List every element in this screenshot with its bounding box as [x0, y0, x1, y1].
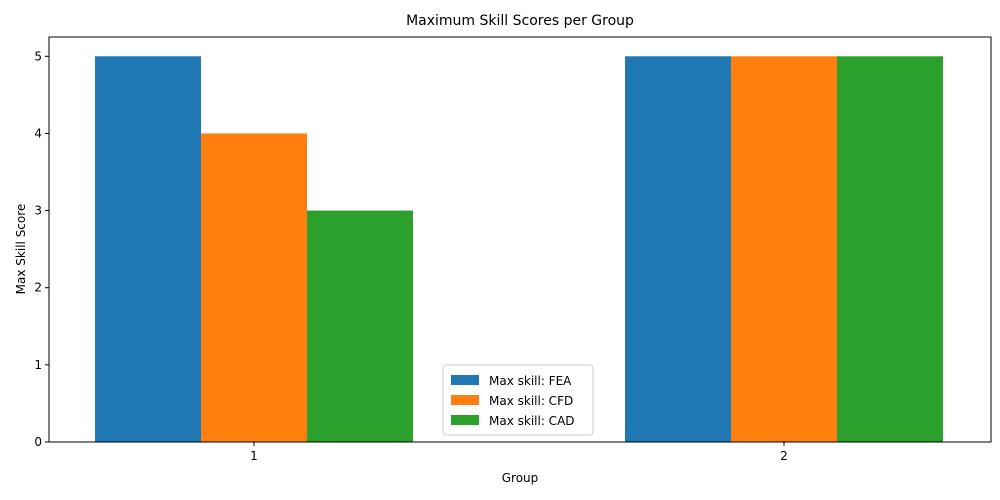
- legend-swatch: [451, 395, 479, 405]
- y-tick-label: 0: [34, 435, 42, 449]
- legend-entry-label: Max skill: CFD: [489, 394, 573, 408]
- x-tick-label: 2: [780, 449, 788, 463]
- legend-entry-label: Max skill: CAD: [489, 414, 575, 428]
- bar-max-skill-fea-group-2: [625, 56, 731, 443]
- legend-swatch: [451, 415, 479, 425]
- y-axis-ticks: 0 1 2 3 4 5: [34, 49, 49, 449]
- plot-frame: [48, 36, 992, 443]
- y-axis-label: Max Skill Score: [14, 204, 28, 295]
- y-tick-label: 3: [34, 204, 42, 218]
- y-tick-label: 5: [34, 49, 42, 63]
- bar-max-skill-cfd-group-1: [201, 133, 307, 442]
- axes: [48, 36, 992, 443]
- x-tick-label: 1: [250, 449, 258, 463]
- y-tick-label: 2: [34, 281, 42, 295]
- bar-max-skill-fea-group-1: [95, 56, 201, 443]
- y-tick-label: 4: [34, 126, 42, 140]
- chart-title: Maximum Skill Scores per Group: [406, 13, 634, 29]
- legend-entry-label: Max skill: FEA: [489, 374, 572, 388]
- bar-max-skill-cad-group-2: [837, 56, 943, 443]
- legend-swatch: [451, 375, 479, 385]
- x-axis-label: Group: [502, 471, 539, 485]
- bars-group: [95, 56, 943, 443]
- y-tick-label: 1: [34, 358, 42, 372]
- legend: Max skill: FEA Max skill: CFD Max skill: C…: [442, 364, 594, 436]
- legend-box: [442, 364, 594, 436]
- bar-max-skill-cfd-group-2: [731, 56, 837, 443]
- bar-max-skill-cad-group-1: [307, 210, 413, 442]
